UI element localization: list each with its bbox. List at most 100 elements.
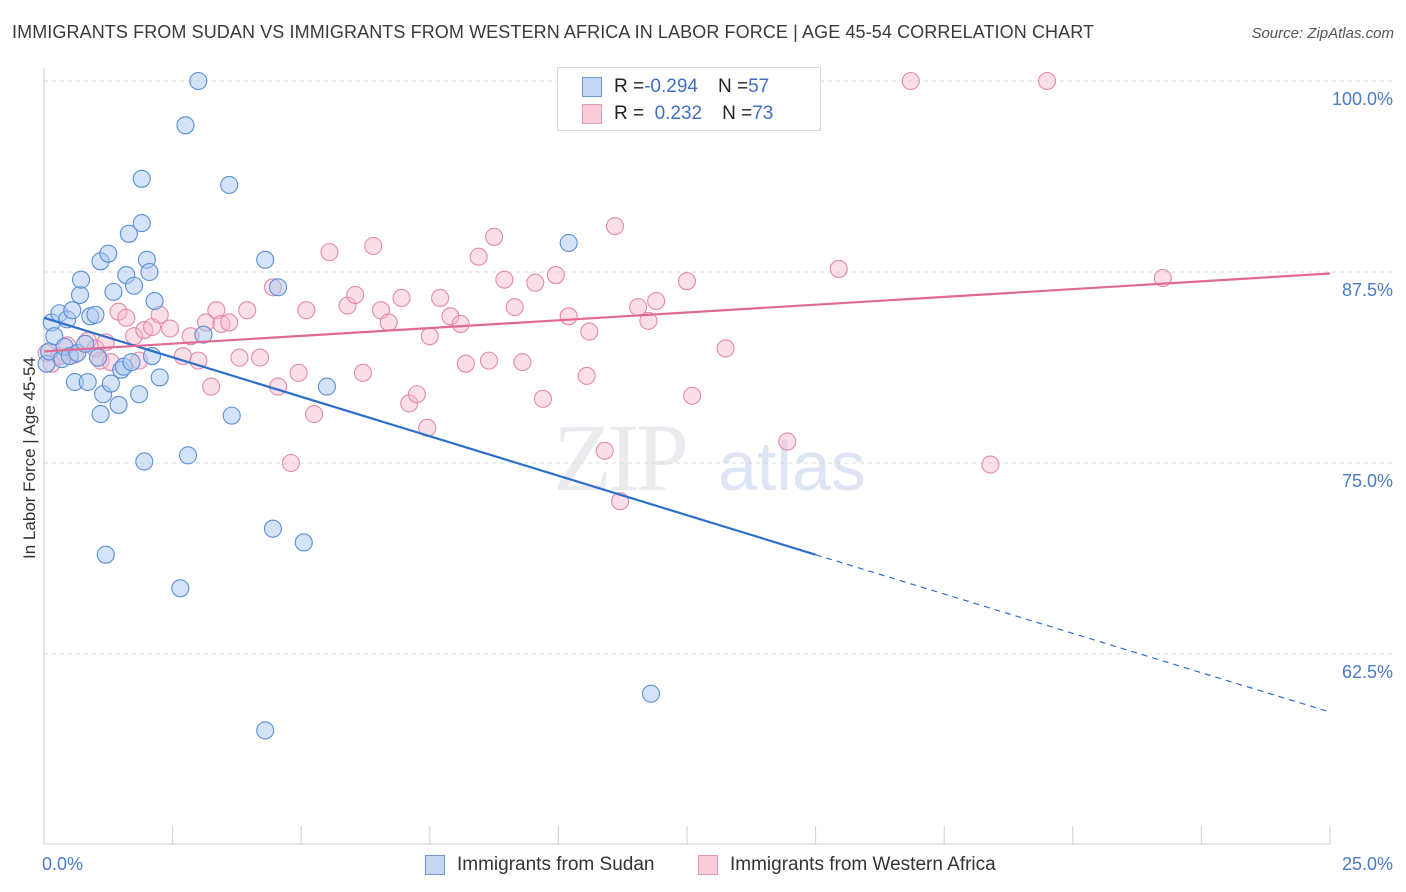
- correlation-legend: R = -0.294 N = 57 R = 0.232 N = 73: [557, 67, 821, 131]
- data-point-sudan: [269, 278, 288, 297]
- legend-n-value: 73: [752, 103, 774, 124]
- data-point-wafrica: [407, 385, 426, 404]
- legend-n-label: N =: [722, 103, 753, 124]
- data-point-sudan: [256, 721, 275, 740]
- data-point-sudan: [96, 545, 115, 564]
- data-point-sudan: [70, 285, 90, 304]
- data-point-wafrica: [420, 327, 439, 346]
- data-point-wafrica: [117, 308, 136, 327]
- data-point-wafrica: [526, 273, 545, 292]
- data-point-wafrica: [485, 227, 504, 246]
- data-point-sudan: [88, 348, 108, 367]
- data-point-wafrica: [580, 322, 599, 341]
- data-point-sudan: [171, 579, 190, 598]
- data-point-wafrica: [495, 270, 514, 289]
- legend-r-value: 0.232: [654, 103, 703, 124]
- y-tick-label: 87.5%: [1342, 280, 1393, 300]
- data-point-wafrica: [505, 298, 524, 317]
- data-point-wafrica: [639, 311, 658, 330]
- data-point-sudan: [317, 377, 336, 396]
- data-point-sudan: [71, 270, 91, 289]
- data-point-wafrica: [901, 71, 920, 91]
- legend-r-label: R =: [614, 103, 645, 124]
- data-point-sudan: [189, 71, 208, 91]
- data-point-sudan: [99, 244, 118, 263]
- data-point-sudan: [122, 353, 141, 372]
- data-point-sudan: [130, 385, 149, 404]
- data-point-wafrica: [305, 405, 324, 424]
- data-point-sudan: [104, 282, 123, 301]
- data-point-wafrica: [533, 389, 553, 408]
- data-point-wafrica: [677, 272, 697, 291]
- data-point-sudan: [176, 116, 195, 135]
- data-point-sudan: [140, 262, 159, 282]
- data-point-wafrica: [605, 217, 625, 236]
- bottom-legend-label-wafrica: Immigrants from Western Africa: [730, 854, 996, 875]
- data-point-wafrica: [400, 394, 419, 413]
- data-point-sudan: [220, 175, 239, 194]
- legend-swatch-wafrica: [582, 104, 602, 124]
- legend-swatch-sudan: [582, 77, 602, 97]
- bottom-legend-wafrica: Immigrants from Western Africa: [698, 852, 996, 878]
- trend-line-wafrica: [43, 272, 1331, 353]
- data-point-wafrica: [212, 314, 231, 334]
- data-point-wafrica: [479, 351, 499, 370]
- y-tick-label: 75.0%: [1342, 471, 1393, 491]
- data-point-wafrica: [441, 307, 460, 326]
- data-point-sudan: [109, 395, 128, 414]
- watermark-atlas: atlas: [718, 427, 866, 505]
- data-point-wafrica: [431, 288, 450, 308]
- data-point-wafrica: [202, 377, 221, 396]
- bottom-legend-label-sudan: Immigrants from Sudan: [457, 854, 655, 875]
- chart-title: IMMIGRANTS FROM SUDAN VS IMMIGRANTS FROM…: [12, 22, 1095, 42]
- x-tick-label: 0.0%: [42, 854, 83, 874]
- data-point-sudan: [145, 291, 164, 311]
- data-point-wafrica: [595, 441, 614, 460]
- data-point-sudan: [119, 224, 138, 243]
- data-point-wafrica: [281, 453, 300, 473]
- data-point-wafrica: [546, 266, 565, 285]
- trend-line-sudan-extension: [815, 554, 1331, 713]
- data-point-wafrica: [981, 455, 1000, 474]
- data-point-sudan: [222, 406, 241, 425]
- data-point-wafrica: [559, 307, 578, 326]
- data-point-wafrica: [297, 301, 316, 320]
- data-point-sudan: [150, 368, 169, 387]
- data-point-wafrica: [320, 243, 339, 262]
- source-label: Source: ZipAtlas.com: [1251, 25, 1394, 42]
- data-point-sudan: [256, 250, 275, 269]
- data-point-sudan: [132, 214, 151, 233]
- data-point-wafrica: [778, 432, 797, 451]
- data-point-sudan: [294, 533, 313, 552]
- data-point-wafrica: [716, 339, 735, 358]
- y-axis-label: In Labor Force | Age 45-54: [20, 357, 39, 559]
- data-point-wafrica: [364, 236, 383, 256]
- data-point-sudan: [91, 405, 110, 424]
- data-point-wafrica: [250, 348, 270, 367]
- data-point-sudan: [641, 684, 661, 703]
- data-point-sudan: [263, 519, 282, 538]
- legend-n-label: N =: [717, 76, 749, 97]
- legend-r-value: -0.294: [644, 76, 698, 97]
- bottom-legend-swatch-sudan: [425, 855, 445, 875]
- data-point-wafrica: [829, 259, 848, 278]
- x-tick-label: 25.0%: [1342, 854, 1393, 874]
- data-point-wafrica: [220, 313, 239, 332]
- data-point-wafrica: [289, 363, 308, 382]
- data-point-sudan: [135, 452, 154, 471]
- data-point-wafrica: [238, 301, 257, 320]
- data-point-sudan: [194, 325, 213, 344]
- data-point-wafrica: [683, 386, 702, 405]
- data-point-sudan: [178, 446, 198, 465]
- data-point-wafrica: [1038, 71, 1057, 91]
- data-point-sudan: [124, 276, 144, 295]
- bottom-legend-swatch-wafrica: [698, 855, 718, 875]
- legend-r-label: R =: [614, 76, 645, 97]
- data-point-sudan: [132, 169, 151, 188]
- data-point-sudan: [63, 301, 82, 320]
- data-point-wafrica: [577, 366, 596, 385]
- trend-line-sudan: [43, 316, 816, 556]
- data-point-sudan: [86, 305, 105, 324]
- data-point-wafrica: [469, 247, 488, 266]
